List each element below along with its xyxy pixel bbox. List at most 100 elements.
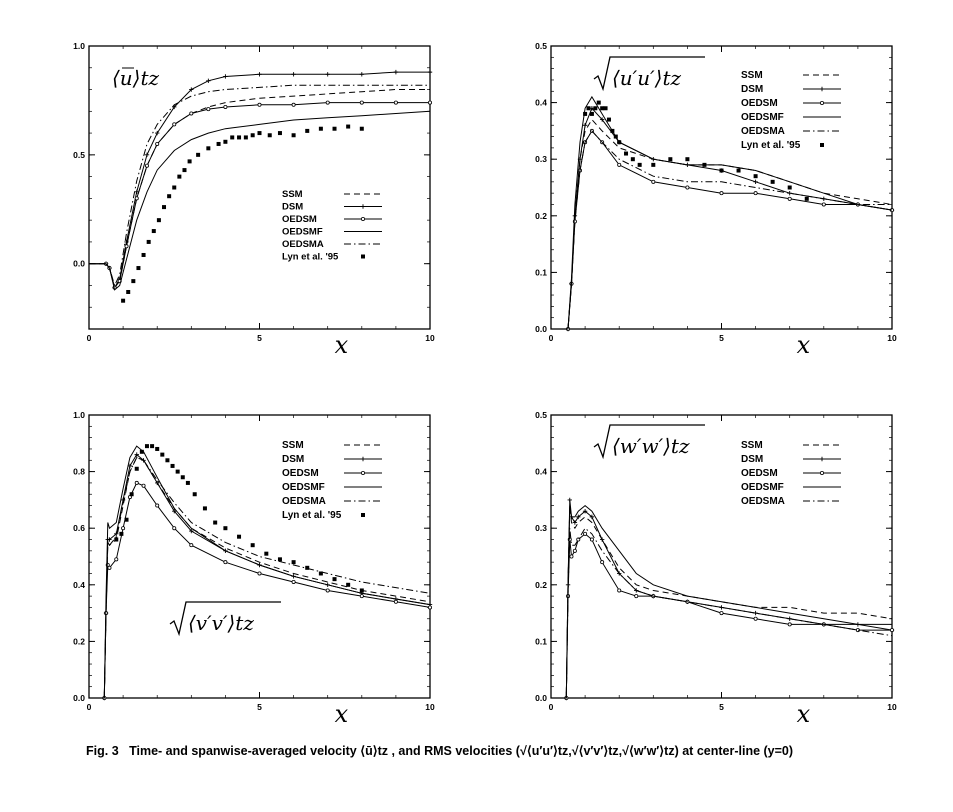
legend-label: OEDSM [741,98,778,109]
data-point [787,196,792,201]
legend-label: OEDSMF [741,482,784,493]
legend-swatch-marker [360,456,366,462]
legend-label: DSM [741,454,763,465]
data-point [753,179,758,185]
legend: SSM DSM OEDSM OEDSMF OEDSMA [741,440,841,507]
legend-label: SSM [741,440,763,451]
x-axis-label: x [335,331,349,359]
data-point [144,163,149,168]
data-point [134,189,139,195]
data-point [567,497,572,503]
data-point [393,100,398,105]
data-point [172,122,177,127]
data-point [596,100,601,105]
plot-title: ⟨w′w′⟩tz [593,424,705,460]
data-point [131,279,136,284]
legend-label: SSM [282,189,303,200]
radical-sign [593,56,705,92]
series-oedsmf [89,445,431,699]
data-point [160,452,165,457]
data-point [668,157,673,162]
x-axis-label: x [797,700,811,728]
data-point [189,111,194,116]
data-point [185,480,190,485]
y-tick-label: 0.1 [535,636,547,646]
y-tick-label: 0.4 [535,467,547,477]
data-point [121,298,126,303]
data-point [189,528,194,534]
series-line-oedsmf [551,95,893,330]
data-point [177,174,182,179]
legend-label: Lyn et al. '95 [282,510,342,521]
series-oedsmf [89,110,431,291]
series-line-ssm [551,118,893,330]
data-point [736,168,741,173]
data-point [332,126,337,131]
chart-vrms: 0.0 0.2 0.4 0.6 0.8 1.0 0 5 10 x ⟨v′v′⟩tz SSM DSM OED… [73,410,435,728]
series-line-oedsm [551,533,892,699]
legend-swatch-marker [819,86,825,92]
data-point [155,141,160,146]
plot-title: ⟨u′u′⟩tz [593,56,705,92]
series-line-oedsma [89,456,431,699]
data-point [230,135,235,140]
legend-label: SSM [741,70,763,81]
data-point [589,514,595,520]
data-point [134,466,139,471]
y-tick-label: 0.4 [535,98,547,108]
data-point [129,492,134,497]
data-point [216,141,221,146]
data-point [124,244,129,249]
data-point [167,194,172,199]
data-point [124,239,129,245]
radical-sign [169,601,281,637]
x-tick-label: 5 [257,333,262,343]
y-tick-label: 0.2 [535,580,547,590]
data-point [634,594,639,599]
data-point [182,168,187,173]
legend-label: SSM [282,440,304,451]
data-point [599,537,605,542]
data-point [719,611,724,616]
legend-label: OEDSM [741,468,778,479]
data-point [144,152,150,158]
y-tick-label: 0.0 [535,693,547,703]
data-point [637,162,642,167]
series-oedsma [89,456,431,699]
data-point [189,543,194,548]
data-point [141,458,146,463]
data-point [175,469,180,474]
data-point [291,560,296,565]
data-point [617,588,622,593]
data-point [318,571,323,576]
y-tick-label: 0.6 [73,523,85,533]
data-point [146,239,151,244]
data-point [257,571,262,576]
series-oedsm [89,480,432,701]
data-point [291,579,296,584]
x-axis-label: x [335,700,349,728]
data-point [291,72,296,77]
data-point [126,289,131,294]
data-point [250,543,255,548]
legend-label: OEDSMF [282,227,323,238]
legend-swatch-marker [360,470,365,475]
data-point [114,537,119,542]
plot-title-text: ⟨u′u′⟩tz [612,66,681,90]
data-point [393,599,398,604]
data-point [305,128,310,133]
data-point [155,130,160,136]
data-point [651,179,656,184]
data-point [257,131,262,136]
x-tick-label: 0 [87,333,92,343]
y-tick-label: 0.0 [73,693,85,703]
caption-text: Time- and spanwise-averaged velocity ⟨ū⟩… [129,744,794,758]
x-axis-label: x [797,331,811,359]
legend-label: OEDSMA [282,496,326,507]
y-tick-label: 0.1 [535,267,547,277]
x-tick-label: 10 [425,702,435,712]
data-point [332,577,337,582]
data-point [223,526,228,531]
